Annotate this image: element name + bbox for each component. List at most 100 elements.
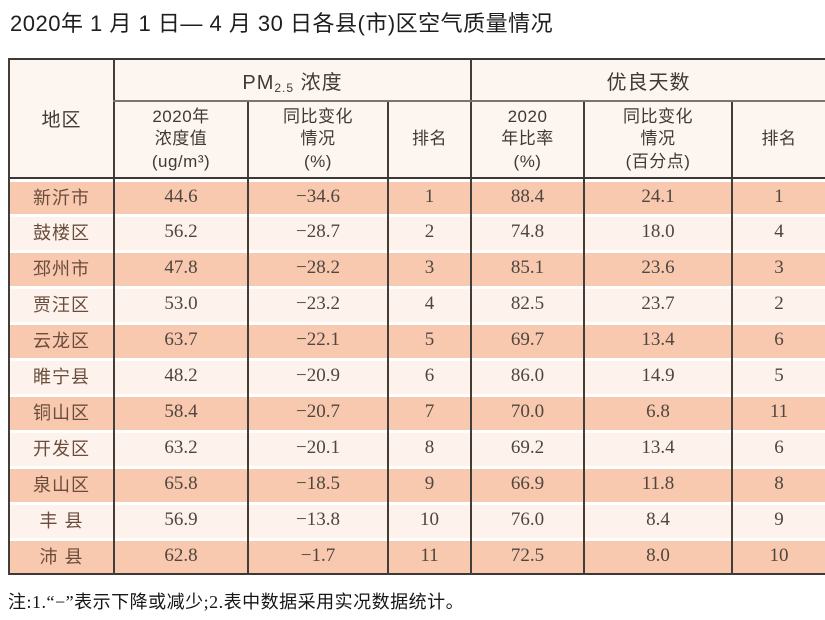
good-rank-cell: 9 — [731, 502, 825, 538]
header-pm25-value: 2020年 浓度值 (ug/m³) — [113, 101, 248, 179]
region-cell: 沛 县 — [8, 538, 114, 574]
table-header: 地区 PM2.5 浓度 优良天数 2020年 浓度值 (ug/m³) 同比变化 … — [8, 59, 825, 179]
table-row: 鼓楼区 56.2 −28.7 2 74.8 18.0 4 — [8, 214, 825, 250]
pm25-change-cell: −23.2 — [247, 286, 388, 322]
header-good-ratio: 2020 年比率 (%) — [470, 101, 585, 179]
good-rank-cell: 10 — [731, 538, 825, 574]
good-rank-cell: 1 — [731, 178, 825, 214]
good-rank-cell: 8 — [731, 466, 825, 502]
page-title: 2020年 1 月 1 日— 4 月 30 日各县(市)区空气质量情况 — [10, 11, 554, 36]
good-change-cell: 13.4 — [583, 322, 733, 358]
table-row: 邳州市 47.8 −28.2 3 85.1 23.6 3 — [8, 250, 825, 286]
pm25-rank-cell: 2 — [386, 214, 472, 250]
header-group-row: 地区 PM2.5 浓度 优良天数 — [8, 59, 825, 179]
good-ratio-cell: 74.8 — [470, 214, 585, 250]
table-row: 睢宁县 48.2 −20.9 6 86.0 14.9 5 — [8, 358, 825, 394]
good-change-cell: 18.0 — [583, 214, 733, 250]
table-row: 沛 县 62.8 −1.7 11 72.5 8.0 10 — [8, 538, 825, 574]
region-cell: 开发区 — [8, 430, 114, 466]
table-row: 新沂市 44.6 −34.6 1 88.4 24.1 1 — [8, 178, 825, 214]
pm25-rank-cell: 6 — [386, 358, 472, 394]
table-row: 开发区 63.2 −20.1 8 69.2 13.4 6 — [8, 430, 825, 466]
good-ratio-cell: 72.5 — [470, 538, 585, 574]
air-quality-table: 地区 PM2.5 浓度 优良天数 2020年 浓度值 (ug/m³) 同比变化 … — [8, 58, 825, 575]
good-ratio-cell: 66.9 — [470, 466, 585, 502]
pm25-value-cell: 44.6 — [113, 178, 248, 214]
good-rank-cell: 4 — [731, 214, 825, 250]
good-rank-cell: 6 — [731, 430, 825, 466]
table-row: 丰 县 56.9 −13.8 10 76.0 8.4 9 — [8, 502, 825, 538]
footnote: 注:1.“−”表示下降或减少;2.表中数据采用实况数据统计。 — [8, 592, 465, 612]
pm25-subscript: 2.5 — [274, 80, 295, 95]
pm25-value-cell: 56.2 — [113, 214, 248, 250]
header-good-change: 同比变化 情况 (百分点) — [583, 101, 733, 179]
pm25-change-cell: −20.1 — [247, 430, 388, 466]
good-ratio-cell: 86.0 — [470, 358, 585, 394]
pm25-change-cell: −34.6 — [247, 178, 388, 214]
good-rank-cell: 11 — [731, 394, 825, 430]
pm25-rank-cell: 9 — [386, 466, 472, 502]
good-change-cell: 8.4 — [583, 502, 733, 538]
pm25-change-cell: −22.1 — [247, 322, 388, 358]
pm25-change-cell: −28.7 — [247, 214, 388, 250]
good-change-cell: 23.7 — [583, 286, 733, 322]
pm25-rank-cell: 7 — [386, 394, 472, 430]
region-cell: 新沂市 — [8, 178, 114, 214]
good-change-cell: 6.8 — [583, 394, 733, 430]
good-rank-cell: 3 — [731, 250, 825, 286]
pm25-rank-cell: 1 — [386, 178, 472, 214]
pm25-rank-cell: 5 — [386, 322, 472, 358]
pm25-rank-cell: 3 — [386, 250, 472, 286]
good-change-cell: 14.9 — [583, 358, 733, 394]
pm25-label: PM — [242, 71, 275, 94]
good-ratio-cell: 69.2 — [470, 430, 585, 466]
header-group-good-days: 优良天数 — [470, 59, 825, 102]
pm25-label-rest: 浓度 — [294, 71, 343, 94]
good-change-cell: 8.0 — [583, 538, 733, 574]
region-cell: 贾汪区 — [8, 286, 114, 322]
good-ratio-cell: 69.7 — [470, 322, 585, 358]
pm25-value-cell: 63.7 — [113, 322, 248, 358]
pm25-change-cell: −18.5 — [247, 466, 388, 502]
pm25-value-cell: 56.9 — [113, 502, 248, 538]
pm25-change-cell: −20.7 — [247, 394, 388, 430]
good-ratio-cell: 76.0 — [470, 502, 585, 538]
good-ratio-cell: 82.5 — [470, 286, 585, 322]
pm25-rank-cell: 10 — [386, 502, 472, 538]
header-group-pm25: PM2.5 浓度 — [112, 59, 472, 102]
good-change-cell: 13.4 — [583, 430, 733, 466]
region-cell: 泉山区 — [8, 466, 114, 502]
header-region: 地区 — [8, 59, 114, 179]
header-good-rank: 排名 — [731, 101, 825, 179]
pm25-change-cell: −13.8 — [247, 502, 388, 538]
region-cell: 邳州市 — [8, 250, 114, 286]
good-rank-cell: 5 — [731, 358, 825, 394]
good-change-cell: 24.1 — [583, 178, 733, 214]
region-cell: 铜山区 — [8, 394, 114, 430]
table-row: 泉山区 65.8 −18.5 9 66.9 11.8 8 — [8, 466, 825, 502]
pm25-change-cell: −1.7 — [247, 538, 388, 574]
pm25-value-cell: 48.2 — [113, 358, 248, 394]
good-change-cell: 23.6 — [583, 250, 733, 286]
pm25-rank-cell: 8 — [386, 430, 472, 466]
pm25-value-cell: 47.8 — [113, 250, 248, 286]
region-cell: 睢宁县 — [8, 358, 114, 394]
good-ratio-cell: 85.1 — [470, 250, 585, 286]
header-pm25-change: 同比变化 情况 (%) — [247, 101, 388, 179]
region-cell: 鼓楼区 — [8, 214, 114, 250]
region-cell: 丰 县 — [8, 502, 114, 538]
good-change-cell: 11.8 — [583, 466, 733, 502]
pm25-value-cell: 63.2 — [113, 430, 248, 466]
good-ratio-cell: 88.4 — [470, 178, 585, 214]
header-sub-row: 2020年 浓度值 (ug/m³) 同比变化 情况 (%) 排名 2020 年比… — [9, 101, 825, 179]
pm25-change-cell: −20.9 — [247, 358, 388, 394]
pm25-value-cell: 62.8 — [113, 538, 248, 574]
pm25-change-cell: −28.2 — [247, 250, 388, 286]
table-row: 云龙区 63.7 −22.1 5 69.7 13.4 6 — [8, 322, 825, 358]
header-pm25-rank: 排名 — [386, 101, 472, 179]
pm25-value-cell: 53.0 — [113, 286, 248, 322]
table-row: 铜山区 58.4 −20.7 7 70.0 6.8 11 — [8, 394, 825, 430]
table-body: 新沂市 44.6 −34.6 1 88.4 24.1 1 鼓楼区 56.2 −28.7 2 74.8 1… — [8, 178, 825, 574]
pm25-value-cell: 58.4 — [113, 394, 248, 430]
good-rank-cell: 6 — [731, 322, 825, 358]
